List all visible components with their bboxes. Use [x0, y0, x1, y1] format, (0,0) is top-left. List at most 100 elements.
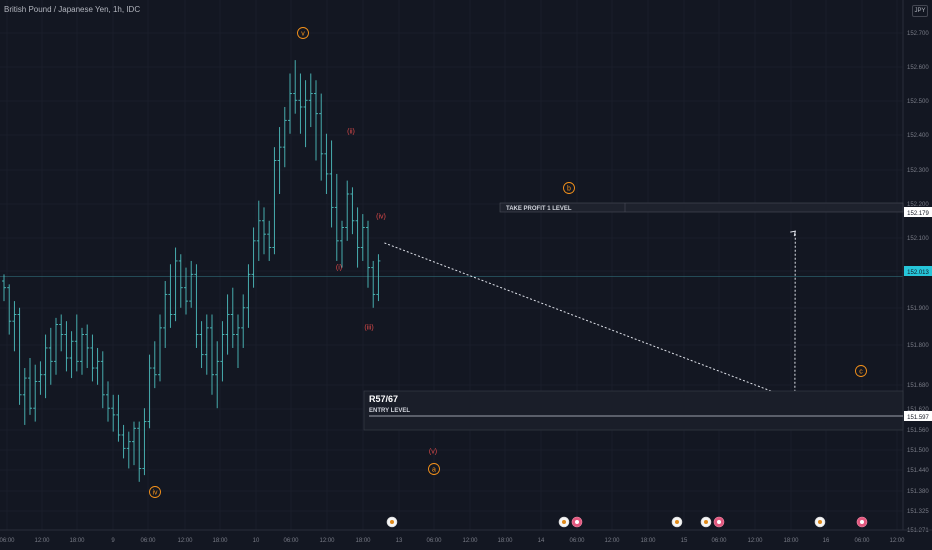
ohlc-bar — [116, 394, 121, 442]
price-tick-label: 151.440 — [907, 468, 929, 474]
time-tick-label: 06:00 — [711, 538, 727, 544]
ohlc-bar — [256, 200, 261, 261]
ohlc-bar — [360, 214, 365, 261]
ohlc-bar — [230, 287, 235, 348]
event-icon[interactable] — [386, 516, 398, 528]
wave-label[interactable]: (iv) — [376, 214, 386, 221]
price-tick-label: 152.500 — [907, 99, 929, 105]
current-price-tag: 152.013 — [904, 266, 932, 276]
ohlc-bar — [267, 220, 272, 261]
wave-label-text: a — [432, 467, 436, 474]
ohlc-bar — [173, 247, 178, 322]
ohlc-bar — [111, 394, 116, 432]
time-tick-label: 10 — [253, 538, 260, 544]
ohlc-bar — [241, 294, 246, 348]
entry-title: R57/67 — [369, 394, 398, 404]
price-tick-label: 152.400 — [907, 133, 929, 139]
flag-icon[interactable] — [856, 516, 868, 528]
ohlc-bar — [262, 207, 266, 255]
currency-button[interactable]: JPY — [912, 5, 928, 17]
wave-label-text: (v) — [429, 449, 437, 456]
entry-annotation[interactable]: R57/67 ENTRY LEVEL — [363, 390, 904, 431]
time-tick-label: 18:00 — [783, 538, 799, 544]
ohlc-bar — [324, 133, 329, 194]
wave-label[interactable]: (iii) — [364, 325, 373, 332]
chart-title: British Pound / Japanese Yen, 1h, IDC — [4, 5, 141, 14]
ohlc-bar — [17, 307, 22, 405]
wave-label[interactable]: c — [855, 365, 867, 377]
wave-label[interactable]: b — [563, 182, 575, 194]
ohlc-bar — [28, 357, 32, 415]
wave-label[interactable]: (v) — [429, 449, 437, 456]
projection-path[interactable] — [384, 231, 796, 401]
price-tick-label: 152.100 — [907, 236, 929, 242]
wave-label[interactable]: v — [297, 27, 309, 39]
ohlc-bar — [137, 421, 142, 482]
event-markers[interactable] — [386, 516, 868, 528]
ohlc-bars — [2, 60, 381, 482]
ohlc-bar — [225, 294, 230, 355]
current-price-label: 152.013 — [907, 270, 929, 276]
ohlc-bar — [48, 327, 53, 385]
event-icon[interactable] — [671, 516, 683, 528]
event-icon[interactable] — [558, 516, 570, 528]
take-profit-price-label: 152.179 — [907, 211, 929, 217]
price-tick-label: 151.560 — [907, 428, 929, 434]
ohlc-bar — [33, 364, 38, 422]
time-tick-label: 12:00 — [889, 538, 905, 544]
time-tick-label: 14 — [538, 538, 545, 544]
flag-icon[interactable] — [713, 516, 725, 528]
ohlc-bar — [282, 106, 287, 168]
entry-price-tag: 151.597 — [904, 411, 932, 421]
ohlc-bar — [126, 431, 131, 469]
take-profit-annotation[interactable]: TAKE PROFIT 1 LEVEL — [499, 202, 904, 213]
event-icon[interactable] — [700, 516, 712, 528]
time-tick-label: 15 — [681, 538, 688, 544]
wave-label[interactable]: a — [428, 463, 440, 475]
time-axis[interactable]: 06:00 12:00 18:00 9 06:00 12:00 18:00 10 06:00 12… — [0, 538, 905, 544]
projection-arrow — [790, 230, 796, 237]
ohlc-bar — [340, 220, 344, 268]
ohlc-bar — [132, 421, 136, 466]
wave-label[interactable]: (ii) — [347, 129, 355, 136]
price-tick-label: 152.300 — [907, 168, 929, 174]
ohlc-bar — [7, 284, 12, 335]
ohlc-bar — [2, 274, 6, 302]
ohlc-bar — [189, 260, 194, 308]
wave-label[interactable]: (i) — [336, 265, 342, 272]
ohlc-bar — [246, 264, 251, 328]
event-icon[interactable] — [814, 516, 826, 528]
time-tick-label: 12:00 — [604, 538, 620, 544]
wave-label-text: iv — [152, 490, 158, 497]
ohlc-bar — [163, 281, 168, 348]
wave-label[interactable]: iv — [149, 486, 161, 498]
price-tick-label: 151.500 — [907, 448, 929, 454]
ohlc-bar — [142, 408, 147, 476]
time-tick-label: 12:00 — [34, 538, 50, 544]
price-tick-label: 151.800 — [907, 343, 929, 349]
ohlc-bar — [22, 368, 27, 425]
ohlc-bar — [199, 321, 204, 369]
wave-labels: v iv (ii) (iv) (i) (iii) (v) a b c — [149, 27, 867, 498]
ohlc-bar — [80, 327, 84, 375]
time-tick-label: 12:00 — [177, 538, 193, 544]
time-tick-label: 06:00 — [426, 538, 442, 544]
price-axis-highlights: 152.179 152.013 151.597 — [904, 207, 932, 421]
ohlc-bar — [329, 140, 334, 228]
ohlc-bar — [293, 60, 298, 114]
wave-label-text: v — [301, 31, 305, 38]
ohlc-bar — [38, 361, 43, 395]
flag-icon[interactable] — [571, 516, 583, 528]
price-tick-label: 151.325 — [907, 509, 929, 515]
ohlc-bar — [147, 354, 152, 429]
ohlc-bar — [54, 317, 58, 375]
ohlc-bar — [12, 301, 17, 352]
ohlc-bar — [106, 381, 110, 422]
time-tick-label: 18:00 — [640, 538, 656, 544]
ohlc-bar — [288, 73, 292, 134]
ohlc-bar — [350, 187, 355, 235]
time-tick-label: 06:00 — [854, 538, 870, 544]
entry-price-label: 151.597 — [907, 415, 929, 421]
